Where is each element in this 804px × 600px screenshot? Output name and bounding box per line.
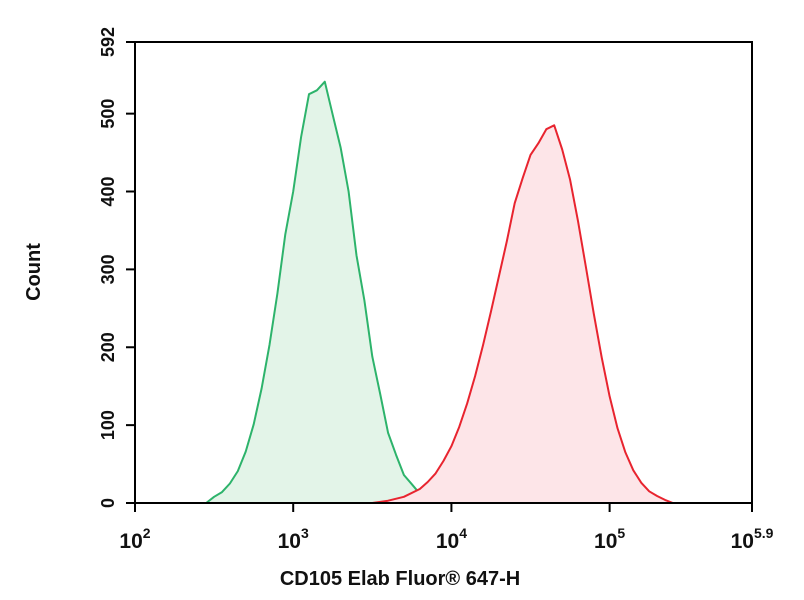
- y-tick-label: 500: [98, 99, 118, 129]
- tick-exponent: 2: [143, 525, 151, 541]
- tick-exponent: 5.9: [754, 525, 774, 541]
- tick-base: 10: [594, 530, 617, 553]
- y-tick-label: 300: [98, 254, 118, 284]
- plot-frame: [134, 41, 753, 504]
- tick-base: 10: [436, 530, 459, 553]
- x-axis-title: CD105 Elab Fluor® 647-H: [280, 568, 520, 590]
- y-tick-label: 200: [98, 332, 118, 362]
- x-tick-label: 103: [278, 525, 309, 553]
- y-tick-label: 100: [98, 410, 118, 440]
- tick-base: 10: [731, 530, 754, 553]
- x-tick-label: 105: [594, 525, 625, 553]
- y-tick-label: 0: [98, 498, 118, 508]
- tick-exponent: 4: [459, 525, 467, 541]
- x-tick-label: 102: [119, 525, 150, 553]
- area-fill: [372, 125, 673, 504]
- y-tick-label: 592: [98, 27, 118, 57]
- tick-base: 10: [278, 530, 301, 553]
- tick-exponent: 3: [301, 525, 309, 541]
- y-axis-title: Count: [23, 243, 45, 301]
- tick-exponent: 5: [617, 525, 625, 541]
- area-fill: [206, 81, 452, 503]
- x-tick-label: 104: [436, 525, 467, 553]
- x-tick-label: 105.9: [731, 525, 774, 553]
- tick-base: 10: [119, 530, 142, 553]
- y-tick-label: 400: [98, 176, 118, 206]
- histogram-line: [372, 124, 674, 504]
- histogram-line: [205, 80, 452, 504]
